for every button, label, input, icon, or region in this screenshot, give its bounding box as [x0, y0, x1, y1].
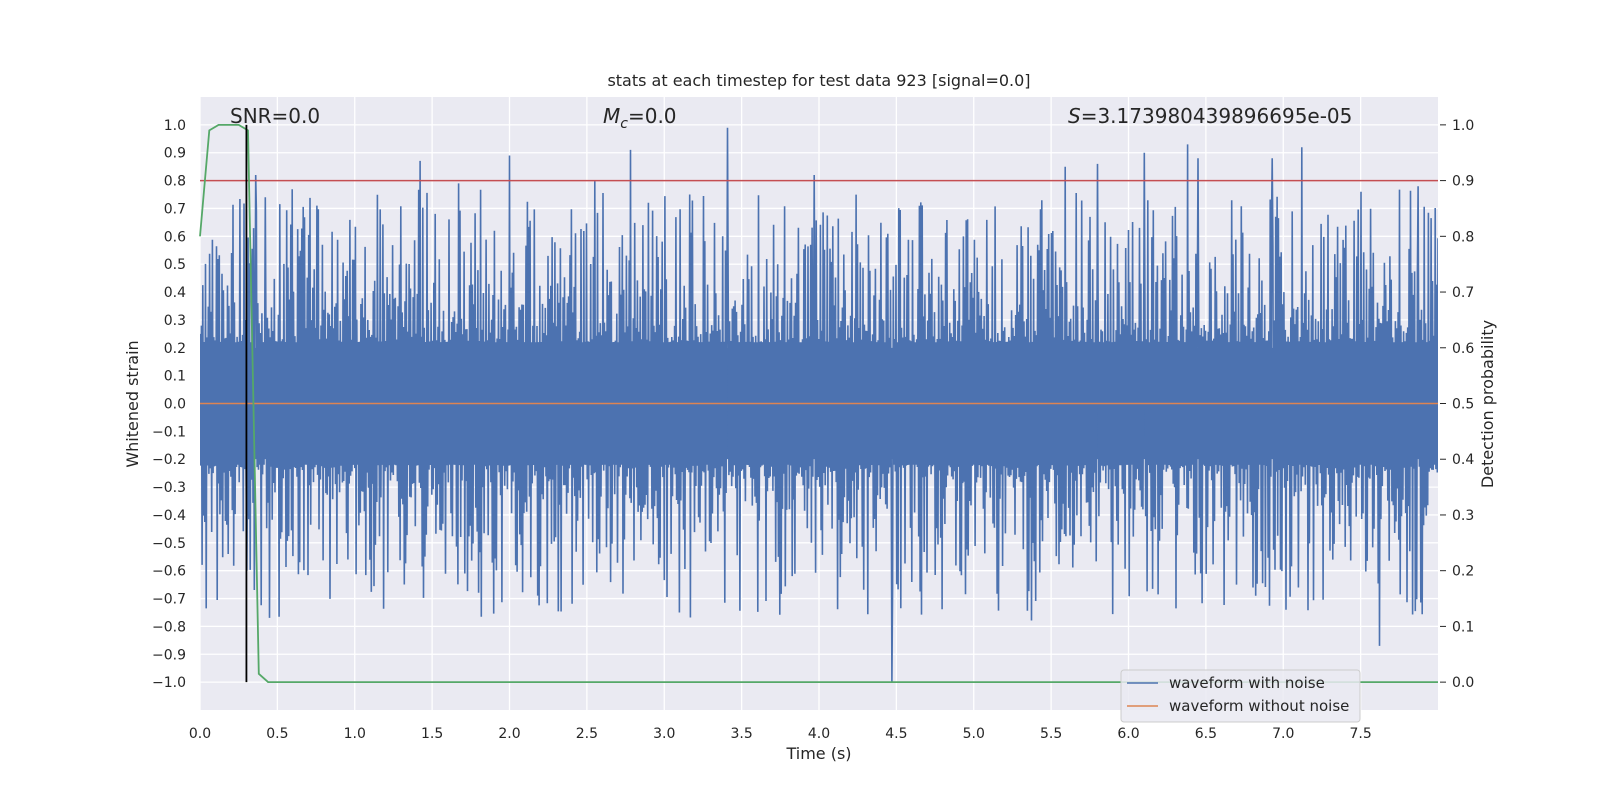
y-tick-label: 0.8 [164, 174, 186, 190]
x-tick-label: 3.0 [653, 726, 675, 742]
x-tick-label: 5.5 [1040, 726, 1062, 742]
waveform-noise-line [200, 127, 1438, 683]
y-tick-label: −0.5 [152, 536, 186, 552]
x-tick-label: 2.5 [576, 726, 598, 742]
y2-tick-label: 0.2 [1452, 564, 1474, 580]
x-tick-label: 6.0 [1117, 726, 1139, 742]
y2-tick-label: 0.7 [1452, 285, 1474, 301]
y2-tick-label: 0.5 [1452, 397, 1474, 413]
y-tick-label: −0.8 [152, 619, 186, 635]
x-tick-label: 6.5 [1195, 726, 1217, 742]
y-tick-label: 0.2 [164, 341, 186, 357]
y2-tick-label: 0.1 [1452, 619, 1474, 635]
y2-tick-label: 0.9 [1452, 174, 1474, 190]
y-tick-label: 0.7 [164, 201, 186, 217]
y-tick-label: −0.3 [152, 480, 186, 496]
y-tick-label: 0.4 [164, 285, 186, 301]
x-tick-label: 3.5 [730, 726, 752, 742]
y-tick-label: 0.0 [164, 397, 186, 413]
legend-box [1120, 669, 1361, 723]
x-tick-label: 1.0 [344, 726, 366, 742]
x-tick-label: 7.0 [1272, 726, 1294, 742]
x-tick-label: 7.5 [1349, 726, 1371, 742]
ticks: 0.0 0.5 1.0 1.5 2.0 2.5 3.0 3.5 4.0 4.5 5.0 5.5 6.0 6… [152, 118, 1474, 742]
x-tick-label: 0.5 [266, 726, 288, 742]
series-detection-probability [199, 124, 1438, 683]
y2-tick-label: 0.6 [1452, 341, 1474, 357]
y-tick-label: 1.0 [164, 118, 186, 134]
x-tick-label: 0.0 [189, 726, 211, 742]
y-tick-label: 0.3 [164, 313, 186, 329]
mc-value: =0.0 [628, 104, 677, 128]
y-tick-label: 0.6 [164, 229, 186, 245]
y-tick-label: 0.9 [164, 146, 186, 162]
y2-tick-label: 0.4 [1452, 452, 1474, 468]
y-tick-label: −0.1 [152, 424, 186, 440]
y2-tick-label: 0.0 [1452, 675, 1474, 691]
s-symbol: S [1068, 104, 1081, 128]
legend-label-clean: waveform without noise [1169, 697, 1349, 715]
x-tick-label: 1.5 [421, 726, 443, 742]
y-tick-label: −0.9 [152, 647, 186, 663]
mc-symbol: M [603, 104, 620, 128]
s-value: =3.173980439896695e-05 [1081, 104, 1353, 128]
y-tick-label: −0.4 [152, 508, 186, 524]
chart-title: stats at each timestep for test data 923… [607, 71, 1030, 90]
y2-tick-label: 0.3 [1452, 508, 1474, 524]
mc-subscript: c [620, 116, 628, 132]
y2-tick-label: 0.8 [1452, 229, 1474, 245]
x-axis-label: Time (s) [785, 744, 851, 763]
x-tick-label: 5.0 [963, 726, 985, 742]
y-tick-label: −0.7 [152, 592, 186, 608]
legend-label-noise: waveform with noise [1169, 674, 1325, 692]
x-tick-label: 4.5 [885, 726, 907, 742]
mc-annotation: Mc=0.0 [603, 104, 677, 132]
snr-annotation: SNR=0.0 [230, 104, 320, 128]
y-tick-label: 0.1 [164, 369, 186, 385]
y2-tick-label: 1.0 [1452, 118, 1474, 134]
y-tick-label: −1.0 [152, 675, 186, 691]
x-tick-label: 2.0 [498, 726, 520, 742]
overlays [199, 124, 1438, 683]
y2-axis-label: Detection probability [1478, 320, 1497, 488]
legend: waveform with noise waveform without noi… [1120, 669, 1361, 723]
y-tick-label: −0.2 [152, 452, 186, 468]
s-annotation: S=3.173980439896695e-05 [1068, 104, 1352, 128]
y-tick-label: 0.5 [164, 257, 186, 273]
y-axis-label: Whitened strain [123, 340, 142, 467]
y-tick-label: −0.6 [152, 564, 186, 580]
x-tick-label: 4.0 [808, 726, 830, 742]
